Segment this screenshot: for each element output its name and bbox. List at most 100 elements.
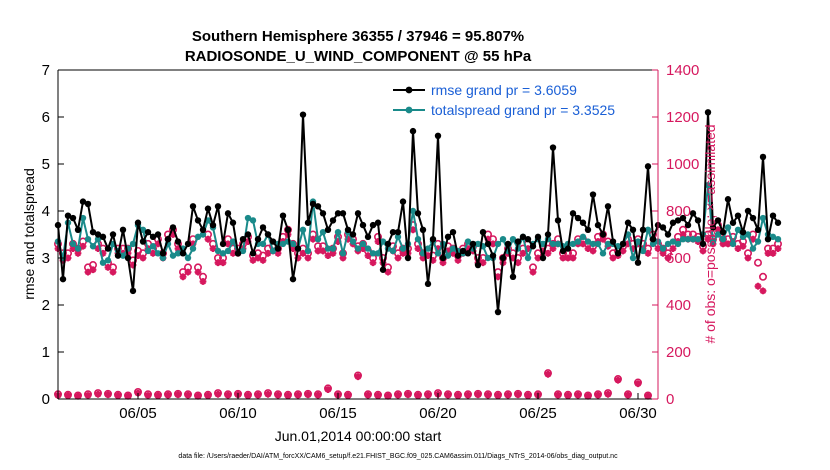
rmse-point xyxy=(284,226,292,233)
rmse-point xyxy=(759,153,767,161)
obs-assimilated-marker xyxy=(174,391,182,399)
chart-title: Southern Hemisphere 36355 / 37946 = 95.8… xyxy=(192,28,524,45)
rmse-point xyxy=(324,226,332,233)
rmse-point xyxy=(164,236,172,243)
obs-assimilated-marker xyxy=(544,249,552,257)
obs-assimilated-marker xyxy=(544,370,552,378)
obs-assimilated-marker xyxy=(549,245,557,252)
totalspread-point xyxy=(289,240,297,248)
obs-assimilated-marker xyxy=(474,391,482,399)
legend-spread-label: totalspread grand pr = 3.3525 xyxy=(431,102,615,118)
x-tick-label: 06/30 xyxy=(619,405,657,422)
rmse-point xyxy=(74,226,82,233)
totalspread-point xyxy=(74,245,82,252)
totalspread-point xyxy=(664,240,672,248)
rmse-point xyxy=(714,217,722,224)
rmse-point xyxy=(744,207,752,215)
rmse-point xyxy=(429,236,437,243)
totalspread-point xyxy=(499,236,507,243)
totalspread-point xyxy=(549,240,557,248)
y-tick-label: 3 xyxy=(42,250,50,267)
obs-assimilated-marker xyxy=(479,259,487,267)
y-axis-label: rmse and totalspread xyxy=(21,168,37,300)
rmse-point xyxy=(269,238,277,245)
obs-assimilated-marker xyxy=(464,391,472,399)
rmse-point xyxy=(329,217,337,224)
y-axis-right-label: # of obs: o=possible; ×=assimilated xyxy=(702,124,718,343)
obs-assimilated-marker xyxy=(344,235,352,243)
obs-assimilated-marker xyxy=(169,231,177,238)
obs-assimilated-marker xyxy=(539,247,547,255)
obs-assimilated-marker xyxy=(614,376,622,384)
rmse-point xyxy=(619,240,627,248)
totalspread-point xyxy=(744,231,752,238)
rmse-point xyxy=(444,233,452,241)
rmse-point xyxy=(554,217,562,224)
totalspread-point xyxy=(464,238,472,245)
totalspread-point xyxy=(214,247,222,255)
totalspread-point xyxy=(629,254,637,262)
rmse-point xyxy=(459,247,467,255)
totalspread-point xyxy=(194,233,202,241)
rmse-point xyxy=(114,252,122,259)
rmse-point xyxy=(414,210,422,217)
obs-assimilated-marker xyxy=(219,259,227,267)
obs-assimilated-marker xyxy=(204,235,212,243)
rmse-point xyxy=(184,240,192,248)
obs-assimilated-marker xyxy=(434,245,442,252)
totalspread-point xyxy=(159,254,167,262)
rmse-point xyxy=(604,203,612,210)
totalspread-point xyxy=(349,238,357,245)
obs-assimilated-marker xyxy=(294,254,302,262)
rmse-point xyxy=(339,210,347,217)
rmse-point xyxy=(709,224,717,231)
obs-assimilated-marker xyxy=(399,249,407,257)
obs-assimilated-marker xyxy=(364,252,372,260)
obs-assimilated-marker xyxy=(89,266,97,274)
rmse-point xyxy=(754,226,762,233)
rmse-point xyxy=(194,217,202,224)
rmse-point xyxy=(254,236,262,243)
obs-assimilated-marker xyxy=(574,391,582,399)
obs-assimilated-marker xyxy=(109,268,117,276)
obs-assimilated-marker xyxy=(314,391,322,399)
obs-assimilated-marker xyxy=(634,380,642,388)
rmse-point xyxy=(69,214,77,222)
totalspread-point xyxy=(649,240,657,248)
totalspread-point xyxy=(249,217,257,224)
rmse-point xyxy=(64,212,72,219)
obs-assimilated-marker xyxy=(749,235,757,243)
axes-layer: 0 1 2 3 4 5 6 7 0 200 400 600 800 1000 1200 1400 06/05 06… xyxy=(42,62,700,422)
y-tick-label: 2 xyxy=(42,297,50,314)
obs-assimilated-marker xyxy=(394,254,402,262)
totalspread-point xyxy=(774,236,782,243)
obs-assimilated-marker xyxy=(484,391,492,399)
obs-assimilated-marker xyxy=(224,391,232,399)
rmse-point xyxy=(169,224,177,231)
totalspread-point xyxy=(569,240,577,248)
rmse-point xyxy=(299,111,307,118)
obs-assimilated-marker xyxy=(329,249,337,257)
obs-assimilated-marker xyxy=(134,252,142,260)
obs-assimilated-marker xyxy=(594,391,602,399)
totalspread-point xyxy=(604,240,612,248)
y-tick-label: 7 xyxy=(42,62,50,79)
totalspread-point xyxy=(734,226,742,233)
obs-assimilated-marker xyxy=(324,386,332,393)
obs-assimilated-marker xyxy=(744,254,752,262)
totalspread-point xyxy=(739,233,747,241)
totalspread-point xyxy=(189,245,197,252)
rmse-point xyxy=(134,219,142,226)
rmse-point xyxy=(179,250,187,257)
obs-assimilated-marker xyxy=(774,245,782,252)
rmse-point xyxy=(239,236,247,243)
rmse-point xyxy=(679,214,687,222)
obs-assimilated-marker xyxy=(339,254,347,262)
legend-rmse-label: rmse grand pr = 3.6059 xyxy=(431,82,577,98)
totalspread-point xyxy=(279,240,287,248)
rmse-point xyxy=(249,250,257,257)
rmse-point xyxy=(409,127,417,135)
rmse-point xyxy=(449,228,457,236)
rmse-point xyxy=(704,109,712,116)
